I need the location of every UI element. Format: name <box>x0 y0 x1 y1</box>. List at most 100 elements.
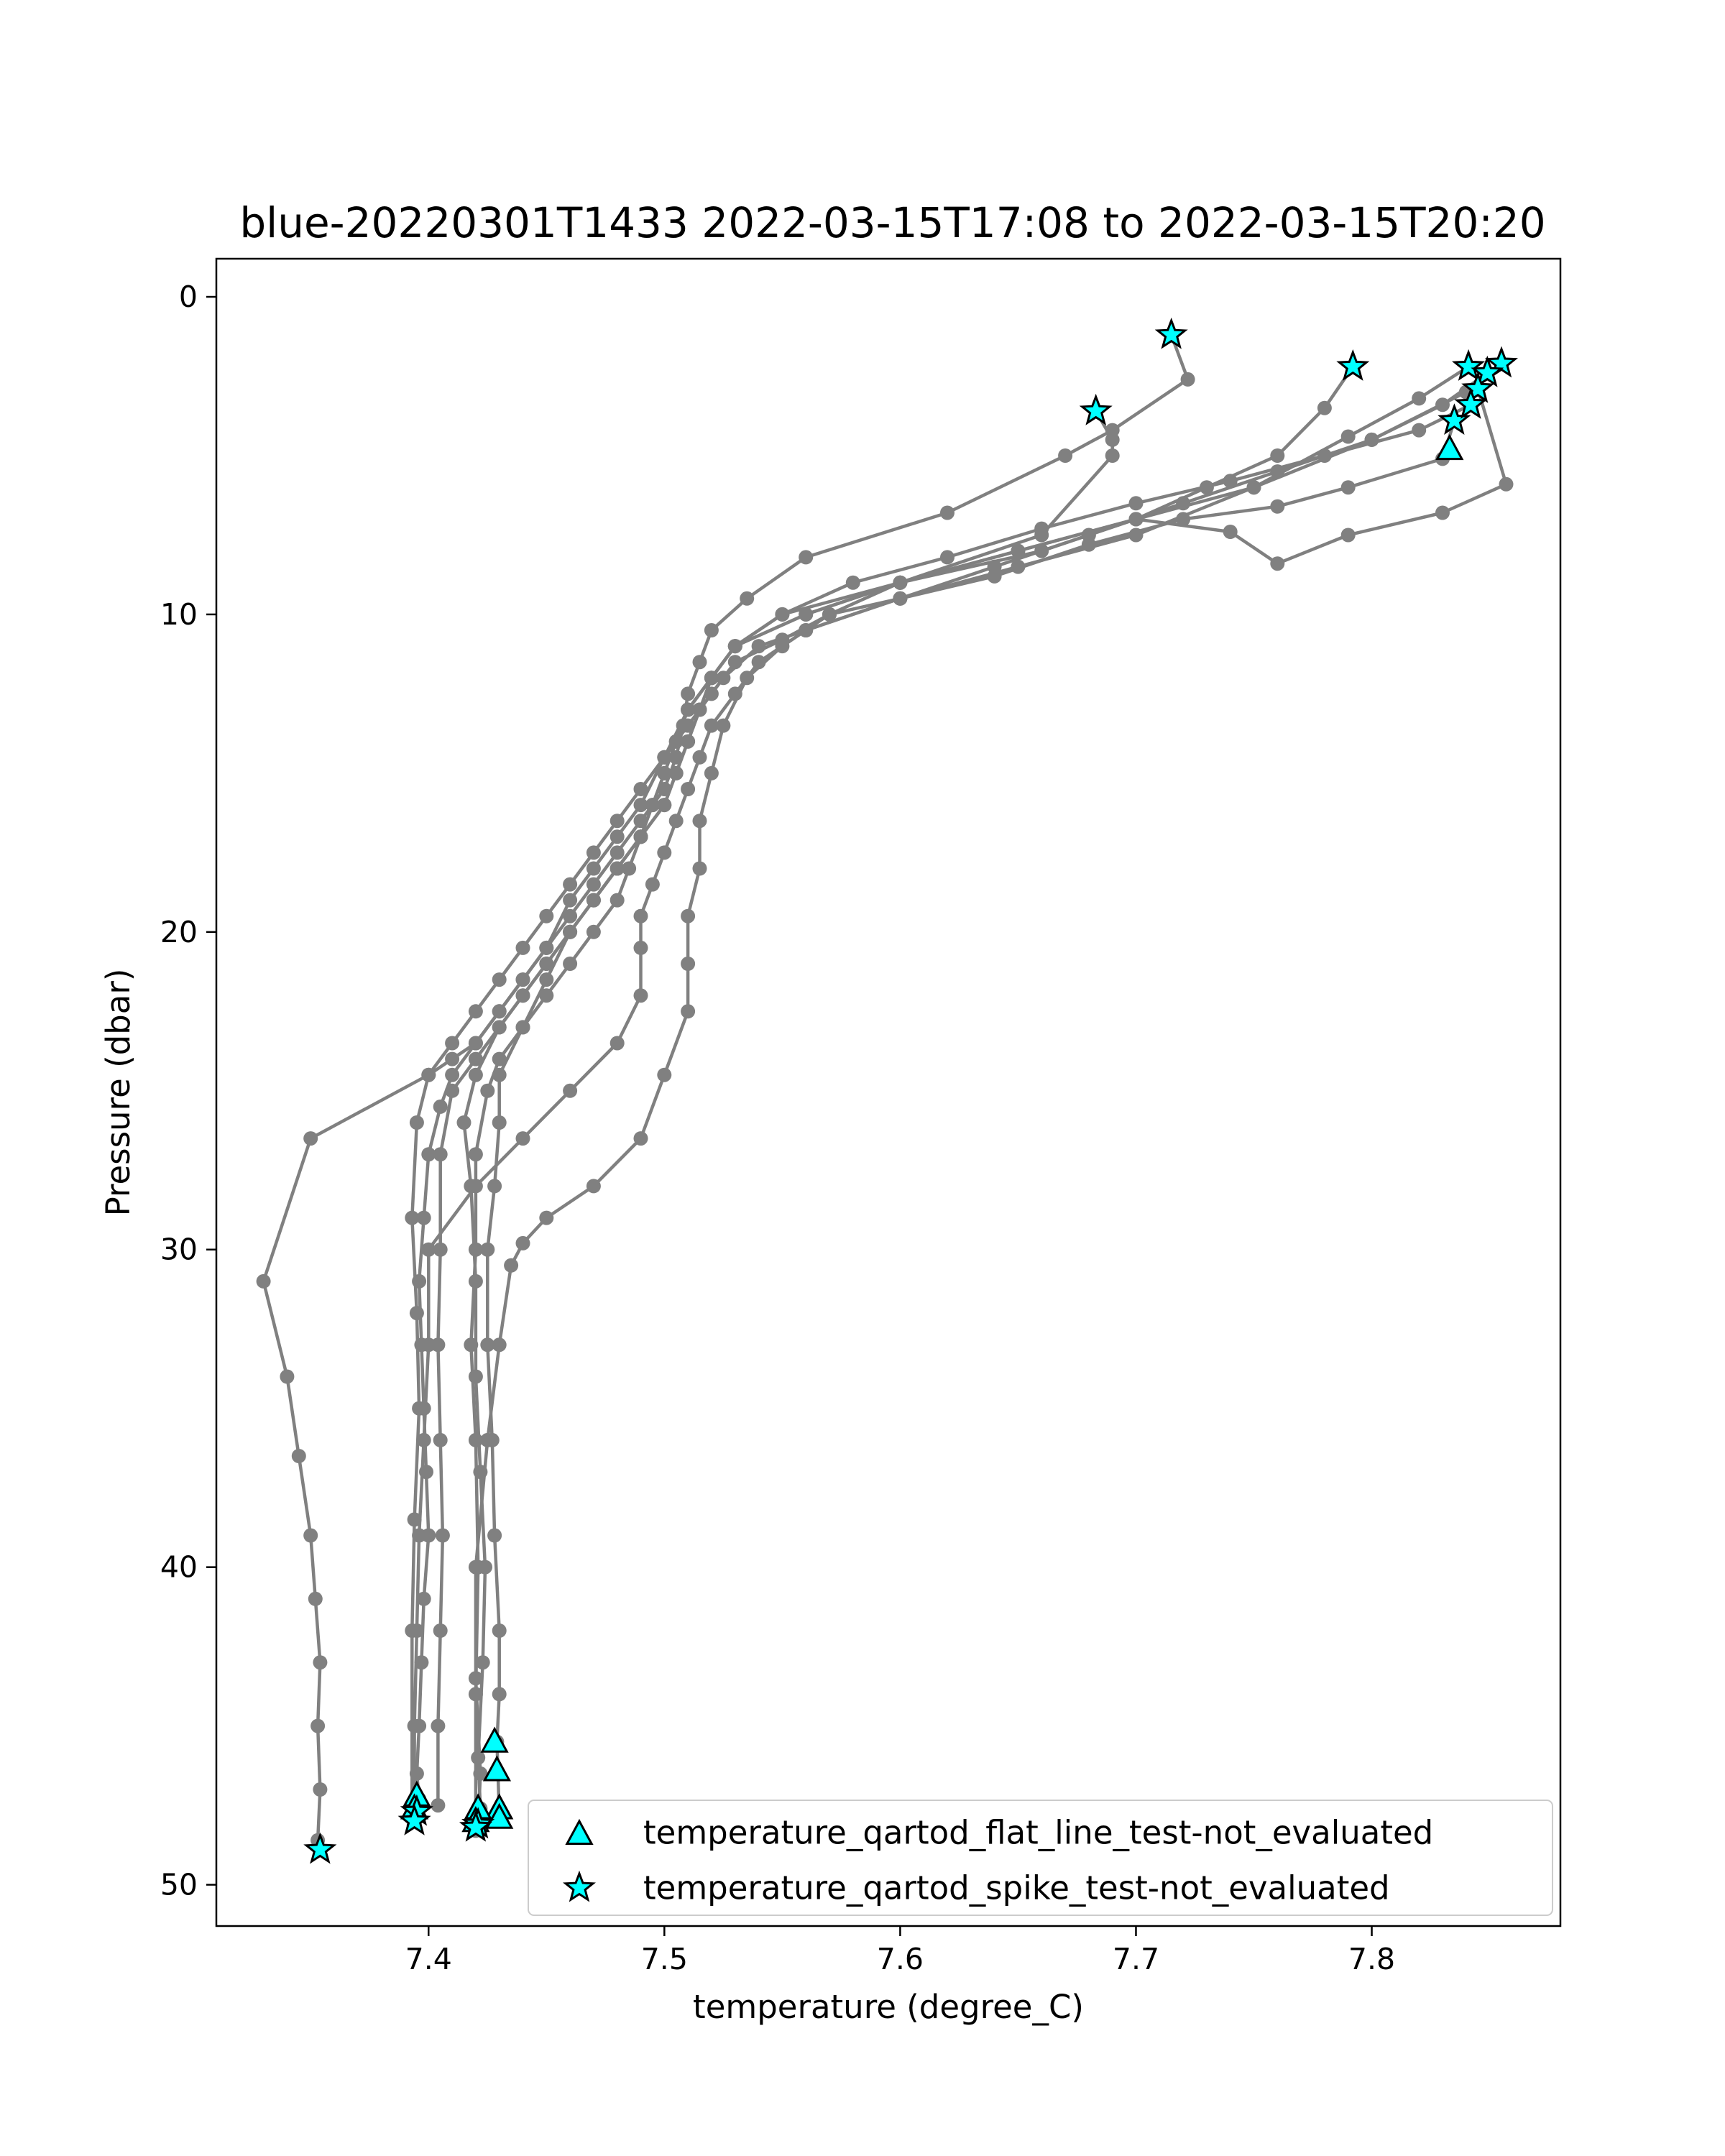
data-point <box>633 829 648 844</box>
data-point <box>539 972 554 987</box>
data-point <box>1246 480 1261 495</box>
data-point <box>633 940 648 955</box>
data-point <box>563 957 578 971</box>
data-point <box>563 877 578 892</box>
data-point <box>1317 400 1332 415</box>
data-point <box>414 1655 429 1670</box>
data-point <box>740 591 755 606</box>
data-point <box>1270 556 1285 571</box>
data-point <box>492 1337 507 1353</box>
legend: temperature_qartod_flat_line_test-not_ev… <box>528 1800 1553 1916</box>
data-point <box>468 1051 483 1067</box>
data-point <box>421 1337 436 1353</box>
star-flag-marker <box>1079 393 1113 425</box>
data-point <box>1412 423 1427 438</box>
flag-series-star <box>303 317 1519 1864</box>
data-point <box>681 702 696 717</box>
data-point <box>610 845 625 860</box>
y-tick-label: 50 <box>160 1868 198 1902</box>
data-point <box>515 940 530 955</box>
data-point <box>492 1004 507 1019</box>
y-axis: 0 10 20 30 40 50 <box>160 280 216 1902</box>
star-flag-marker <box>1461 371 1495 403</box>
data-point <box>681 908 696 923</box>
data-point <box>539 908 554 923</box>
triangle-flag-marker <box>482 1755 512 1782</box>
data-point <box>799 550 814 565</box>
data-point <box>1435 397 1450 413</box>
data-point <box>515 1131 530 1146</box>
data-point <box>586 924 601 939</box>
data-point <box>563 924 578 939</box>
data-point <box>1412 391 1427 406</box>
data-point <box>468 1432 483 1447</box>
data-point <box>310 1718 326 1733</box>
data-point <box>940 505 954 520</box>
data-point <box>256 1273 271 1289</box>
data-point <box>1270 499 1285 514</box>
x-axis-label: temperature (degree_C) <box>693 1988 1084 2026</box>
data-point <box>405 1623 420 1638</box>
x-tick-label: 7.5 <box>641 1942 688 1976</box>
data-point <box>692 814 707 829</box>
data-point <box>303 1131 318 1146</box>
data-point <box>480 1337 495 1353</box>
data-point <box>1223 525 1238 539</box>
data-point <box>1105 432 1120 447</box>
data-point <box>1340 480 1356 495</box>
star-flag-marker <box>1154 317 1188 349</box>
data-point <box>586 1179 601 1194</box>
data-point <box>421 1147 436 1162</box>
data-point <box>610 1036 625 1051</box>
y-tick-label: 20 <box>160 915 198 949</box>
legend-box <box>528 1800 1553 1916</box>
data-point <box>1340 429 1356 444</box>
data-point <box>515 972 530 987</box>
data-point <box>407 1718 422 1733</box>
data-point <box>845 575 860 590</box>
y-tick-label: 0 <box>179 280 198 314</box>
x-tick-label: 7.8 <box>1348 1942 1395 1976</box>
data-point <box>586 893 601 908</box>
data-point <box>681 957 696 971</box>
data-point <box>487 1528 502 1543</box>
data-point <box>515 988 530 1003</box>
star-flag-marker <box>459 1810 492 1842</box>
data-point <box>435 1528 450 1543</box>
data-point <box>610 814 625 829</box>
data-point <box>727 639 742 654</box>
triangle-flag-marker <box>480 1726 509 1753</box>
star-flag-marker <box>1454 387 1488 419</box>
data-point <box>668 765 684 780</box>
data-point <box>633 908 648 923</box>
data-point <box>940 550 954 565</box>
data-point <box>504 1258 519 1273</box>
data-point <box>692 655 707 670</box>
x-tick-label: 7.6 <box>877 1942 924 1976</box>
triangle-flag-marker <box>1435 434 1464 461</box>
data-point <box>692 861 707 876</box>
legend-entry-spike: temperature_qartod_spike_test-not_evalua… <box>562 1869 1390 1907</box>
y-axis-label: Pressure (dbar) <box>99 969 137 1217</box>
data-point <box>775 607 790 622</box>
data-point <box>563 908 578 923</box>
data-point <box>412 1401 427 1416</box>
series-layer <box>256 328 1514 1848</box>
star-flag-marker <box>1484 346 1519 378</box>
data-point <box>471 1560 486 1575</box>
data-point <box>480 1432 495 1447</box>
data-point <box>610 861 625 876</box>
data-point <box>515 1235 530 1250</box>
data-point <box>1176 512 1191 527</box>
data-point <box>1081 537 1096 552</box>
y-tick-label: 40 <box>160 1550 198 1585</box>
data-point <box>515 1020 530 1035</box>
data-point <box>409 1115 424 1130</box>
data-point <box>464 1337 479 1353</box>
data-point <box>645 798 660 813</box>
flag-layer <box>303 317 1519 1864</box>
data-point <box>1176 496 1191 511</box>
data-point <box>492 972 507 987</box>
x-tick-label: 7.4 <box>405 1942 452 1976</box>
star-flag-marker <box>303 1832 337 1864</box>
